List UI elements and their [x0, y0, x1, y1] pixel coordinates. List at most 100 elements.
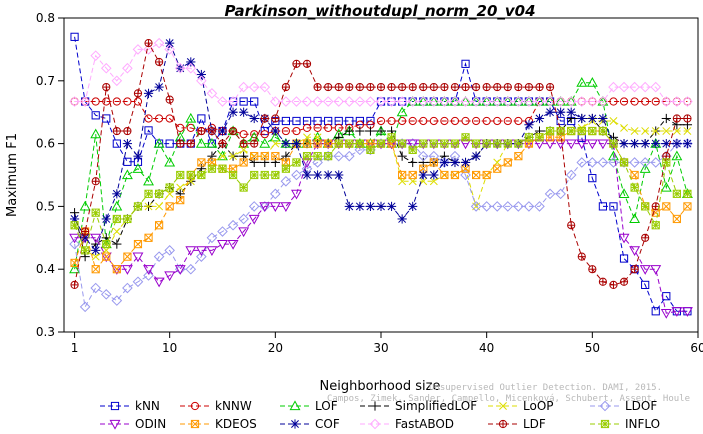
point-ldof-34: [417, 150, 429, 162]
point-ldof-13: [196, 251, 207, 262]
legend-label-ldof: LDOF: [625, 399, 657, 413]
point-cof-53: [619, 139, 629, 149]
point-knn-52: [609, 202, 618, 211]
point-ldf-59: [683, 114, 692, 123]
point-knn-55: [641, 280, 650, 289]
point-cof-50: [587, 113, 597, 124]
point-cof-27: [344, 201, 354, 211]
point-ldf-7: [133, 89, 143, 98]
point-cof-44: [524, 120, 534, 130]
point-ldf-27: [345, 82, 354, 92]
point-inflo-7: [133, 202, 143, 211]
x-tick-label-60: 60: [690, 341, 703, 355]
legend-item-odin: ODIN: [100, 417, 166, 431]
chart-title: Parkinson_withoutdupl_norm_20_v04: [224, 2, 535, 20]
point-knn-17: [239, 97, 248, 106]
point-fastabod-44: [523, 96, 535, 107]
point-knnw-42: [503, 116, 512, 126]
point-simplifiedlof-33: [408, 157, 418, 168]
point-inflo-28: [355, 139, 364, 148]
point-fastabod-55: [639, 81, 651, 93]
legend-label-inflo: INFLO: [625, 417, 660, 431]
point-inflo-44: [524, 133, 534, 142]
point-lof-55: [639, 163, 651, 173]
point-ldof-42: [502, 201, 514, 212]
point-ldof-50: [587, 157, 598, 168]
point-loop-59: [683, 127, 692, 135]
point-fastabod-58: [671, 96, 683, 107]
point-fastabod-14: [206, 88, 218, 99]
point-knnw-22: [292, 126, 301, 136]
point-kdeos-23: [302, 139, 312, 148]
point-loop-15: [218, 152, 227, 161]
point-ldof-17: [238, 213, 249, 225]
legend-marker-knn: [110, 401, 120, 411]
point-fastabod-39: [470, 96, 482, 107]
point-odin-16: [227, 239, 239, 250]
point-inflo-54: [630, 183, 639, 192]
point-fastabod-40: [481, 96, 492, 107]
point-ldof-14: [206, 232, 218, 244]
point-ldf-17: [239, 139, 248, 148]
point-knn-28: [355, 116, 364, 126]
legend-marker-cof: [290, 419, 300, 429]
point-cof-28: [355, 201, 365, 211]
point-lof-5: [111, 200, 123, 211]
point-ldf-54: [630, 265, 639, 274]
point-ldof-21: [280, 175, 292, 187]
point-lof-3: [90, 128, 102, 139]
point-loop-52: [609, 117, 618, 125]
point-ldf-55: [641, 233, 650, 242]
point-kdeos-37: [450, 170, 460, 180]
point-lof-8: [143, 175, 154, 186]
x-tick-label-50: 50: [585, 341, 600, 355]
point-kdeos-58: [672, 214, 681, 224]
point-fastabod-20: [270, 96, 281, 107]
point-inflo-8: [144, 189, 153, 198]
point-inflo-57: [662, 158, 671, 167]
point-ldof-39: [470, 201, 482, 212]
point-lof-9: [153, 137, 165, 148]
point-ldf-8: [144, 39, 153, 48]
point-ldf-52: [609, 280, 618, 289]
point-ldof-3: [90, 282, 102, 294]
y-tick-label-0.5: 0.5: [36, 199, 55, 213]
point-knn-56: [651, 307, 660, 316]
point-lof-14: [206, 137, 218, 148]
point-cof-37: [450, 157, 460, 168]
point-lof-6: [121, 169, 133, 180]
point-odin-56: [650, 265, 662, 275]
point-fastabod-32: [396, 96, 408, 107]
point-fastabod-9: [153, 37, 165, 49]
point-fastabod-50: [587, 96, 598, 107]
legend-item-fastabod: FastABOD: [360, 417, 454, 431]
point-loop-11: [176, 183, 185, 192]
point-loop-54: [630, 127, 639, 135]
point-kdeos-9: [155, 221, 164, 230]
point-fastabod-22: [291, 96, 302, 107]
point-inflo-55: [641, 202, 650, 211]
point-ldof-48: [565, 169, 577, 181]
point-cof-23: [302, 170, 312, 180]
point-fastabod-59: [682, 96, 693, 107]
point-inflo-58: [672, 189, 681, 198]
x-axis-label: Neighborhood size: [320, 379, 441, 394]
point-ldof-18: [248, 201, 260, 212]
legend-item-knnw: kNNW: [180, 399, 252, 413]
point-cof-55: [640, 139, 650, 149]
point-ldf-42: [503, 82, 512, 92]
point-ldof-6: [122, 282, 133, 294]
point-ldof-10: [164, 245, 175, 256]
point-knn-10: [165, 139, 174, 148]
legend-item-inflo: INFLO: [590, 417, 660, 431]
point-ldof-56: [650, 157, 662, 168]
point-odin-13: [195, 246, 207, 256]
point-ldf-14: [207, 126, 217, 136]
legend-marker-simplifiedlof: [370, 401, 380, 411]
legend-item-lof: LOF: [280, 399, 338, 413]
point-simplifiedlof-27: [344, 126, 354, 136]
point-kdeos-57: [662, 202, 671, 211]
point-fastabod-17: [238, 81, 249, 93]
point-knnw-50: [588, 97, 597, 106]
watermark-line-1: Unsupervised Outlier Detection. DAMI, 20…: [429, 383, 662, 393]
